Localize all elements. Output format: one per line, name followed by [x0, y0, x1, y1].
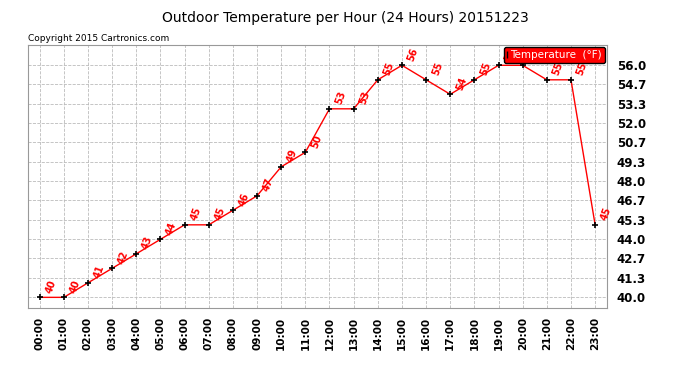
Text: 56: 56 [406, 46, 420, 63]
Text: 56: 56 [503, 46, 517, 63]
Legend: Temperature  (°F): Temperature (°F) [504, 47, 605, 63]
Text: 50: 50 [310, 134, 324, 150]
Text: 55: 55 [382, 61, 396, 77]
Text: 53: 53 [358, 90, 372, 106]
Text: 42: 42 [117, 249, 130, 266]
Text: 54: 54 [455, 75, 469, 92]
Text: Outdoor Temperature per Hour (24 Hours) 20151223: Outdoor Temperature per Hour (24 Hours) … [161, 11, 529, 25]
Text: 45: 45 [189, 206, 203, 222]
Text: 45: 45 [600, 206, 613, 222]
Text: 46: 46 [237, 192, 251, 207]
Text: 53: 53 [334, 90, 348, 106]
Text: 47: 47 [262, 177, 275, 193]
Text: 55: 55 [479, 61, 493, 77]
Text: 45: 45 [213, 206, 227, 222]
Text: 56: 56 [527, 46, 541, 63]
Text: 40: 40 [44, 279, 58, 295]
Text: 49: 49 [286, 148, 299, 164]
Text: 43: 43 [141, 235, 155, 251]
Text: 55: 55 [575, 61, 589, 77]
Text: 55: 55 [551, 61, 565, 77]
Text: 55: 55 [431, 61, 444, 77]
Text: Copyright 2015 Cartronics.com: Copyright 2015 Cartronics.com [28, 34, 169, 43]
Text: 40: 40 [68, 279, 82, 295]
Text: 41: 41 [92, 264, 106, 280]
Text: 44: 44 [165, 220, 179, 237]
